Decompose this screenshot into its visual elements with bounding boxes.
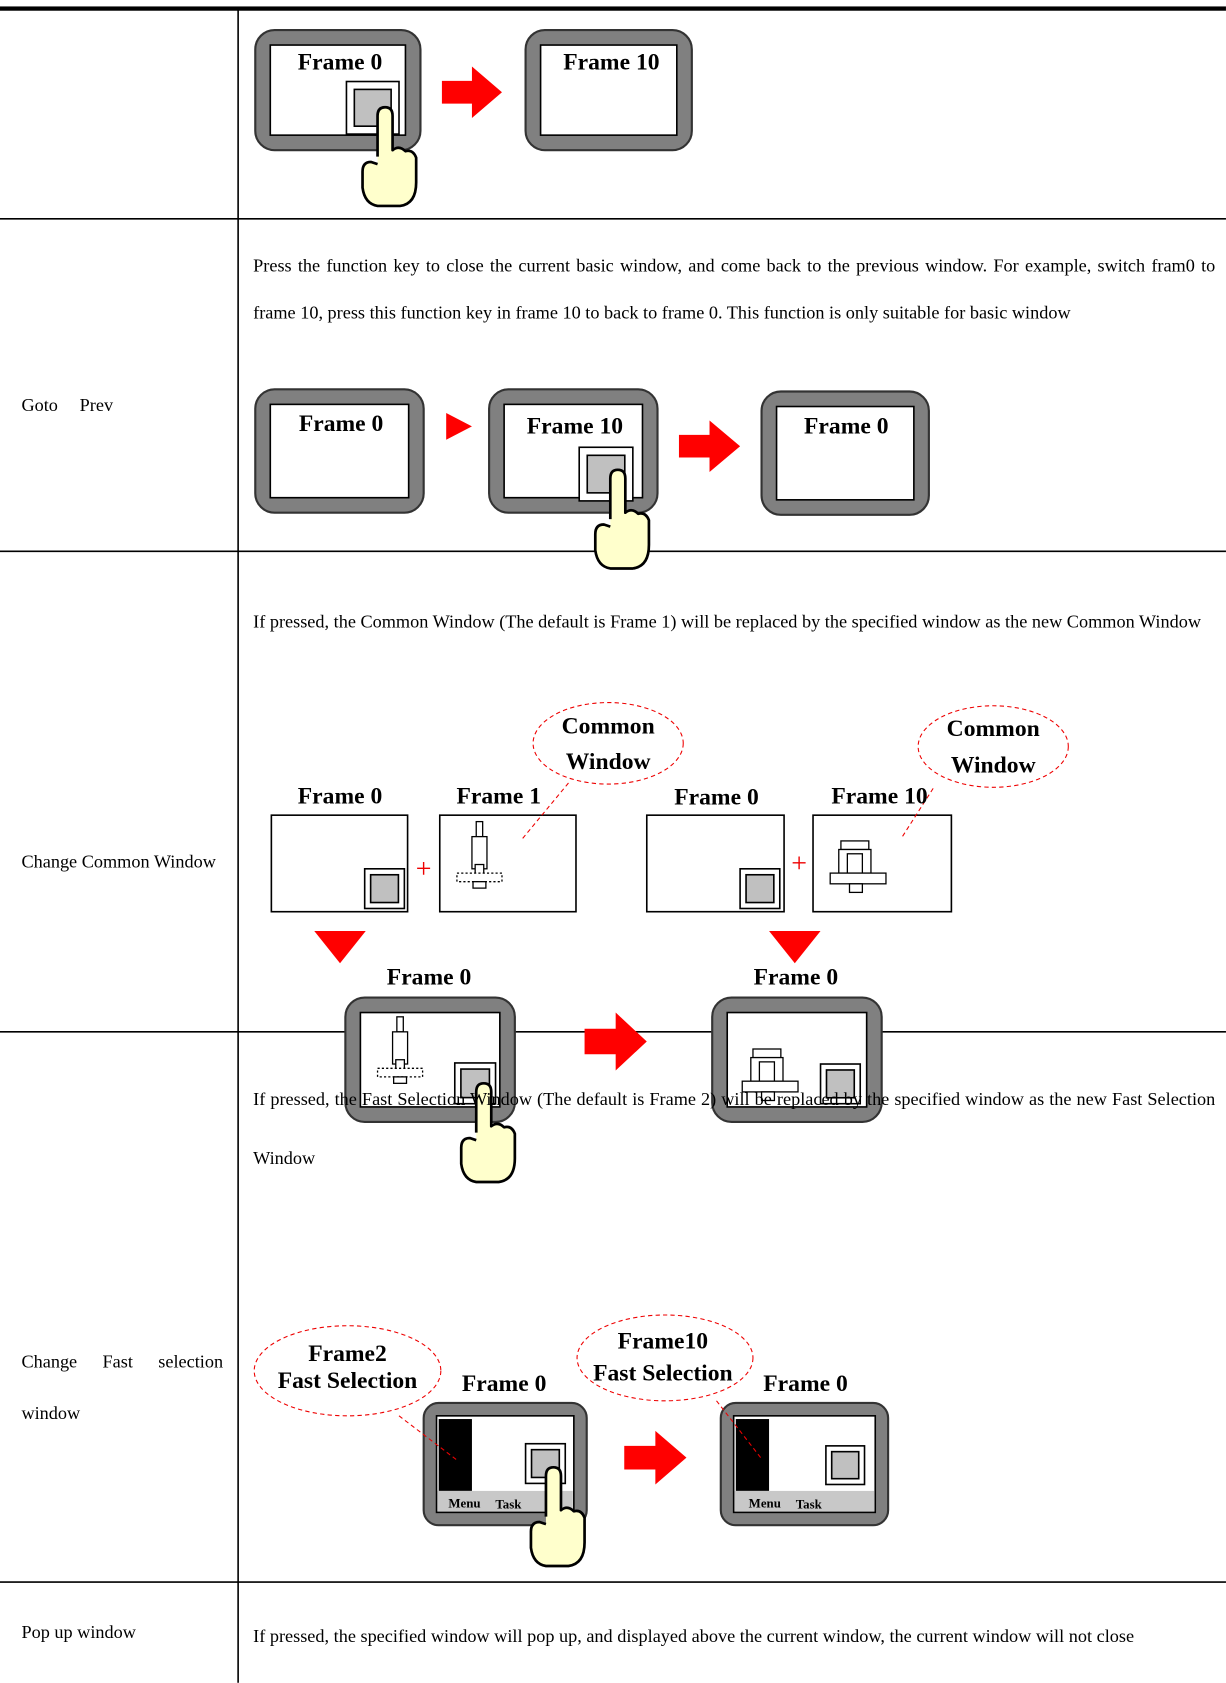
robot-part — [456, 872, 503, 883]
arrow — [441, 66, 502, 118]
callout-line — [398, 1415, 459, 1462]
robot-part — [829, 872, 887, 885]
diagram-label: Frame 0 — [753, 963, 839, 991]
fast-selection-bar — [438, 1419, 472, 1491]
diagram-label: Frame 0 — [297, 781, 383, 809]
arrow — [624, 1430, 687, 1485]
triangle — [314, 931, 366, 964]
diagram-label: Frame2 — [308, 1339, 387, 1367]
hand — [529, 1465, 586, 1568]
callout-line — [716, 1400, 762, 1460]
robot-part — [848, 883, 864, 894]
diagram-label: Fast Selection — [593, 1358, 733, 1386]
task-bar — [734, 1490, 875, 1512]
diagram-label: + — [415, 852, 432, 884]
row-label: Pop up window — [21, 1621, 136, 1643]
description: Press the function key to close the curr… — [253, 255, 1216, 323]
diagram-label: Frame 10 — [526, 411, 624, 439]
hand — [459, 1081, 517, 1184]
diagram-label: Task — [795, 1496, 822, 1512]
diagram-label: Window — [950, 750, 1036, 778]
small-frame — [438, 814, 577, 913]
diagram-label: Window — [565, 747, 651, 775]
robot-part — [472, 881, 487, 889]
callout-line — [521, 782, 569, 840]
robot-part — [840, 840, 870, 851]
robot-part — [760, 1091, 776, 1102]
callout-line — [900, 788, 934, 840]
robot-icon — [376, 1016, 424, 1084]
hand — [361, 105, 418, 208]
small-frame — [812, 814, 953, 913]
frame-screen — [269, 403, 410, 499]
frame-screen — [539, 44, 678, 136]
button-face — [830, 1450, 860, 1480]
diagram-label: Frame 0 — [298, 409, 384, 437]
arrow — [584, 1012, 647, 1071]
description: If pressed, the Fast Selection Window (T… — [253, 1088, 1216, 1169]
diagram-label: Frame 0 — [386, 963, 472, 991]
diagram-label: Task — [495, 1496, 522, 1512]
diagram-label: Frame 0 — [297, 48, 383, 76]
robot-icon — [741, 1048, 799, 1102]
diagram-label: Frame 0 — [461, 1369, 547, 1397]
robot-icon — [456, 820, 503, 889]
callout — [532, 702, 684, 785]
button-face — [745, 873, 775, 904]
diagram-label: Frame 1 — [456, 781, 542, 809]
diagram-label: Frame 0 — [763, 1369, 848, 1397]
diagram-label: Frame10 — [617, 1326, 709, 1354]
robot-part — [393, 1076, 408, 1084]
button-face — [369, 873, 400, 904]
description: If pressed, the Common Window (The defau… — [253, 611, 1201, 632]
frame-screen — [775, 405, 915, 501]
robot-part — [396, 1016, 404, 1033]
diagram-label: Common — [561, 712, 655, 740]
callout — [917, 705, 1069, 788]
diagram-label: Fast Selection — [277, 1366, 418, 1394]
diagram-label: Common — [946, 714, 1040, 742]
diagram-label: + — [791, 847, 807, 879]
robot-part — [846, 853, 864, 874]
robot-part — [475, 820, 484, 838]
diagram-label: Frame 0 — [674, 782, 759, 810]
row-label: Goto Prev — [21, 394, 114, 416]
fast-selection-bar — [735, 1419, 770, 1491]
robot-part — [376, 1067, 424, 1078]
row-label: Change Fast selection window — [21, 1351, 224, 1424]
robot-part — [752, 1048, 782, 1059]
table-top-border — [0, 6, 1226, 11]
diagram-label: Menu — [448, 1495, 481, 1511]
row-label: Change Common Window — [21, 851, 216, 873]
button-face — [825, 1069, 856, 1099]
callout — [576, 1314, 754, 1402]
arrow — [678, 420, 741, 472]
diagram-label: Frame 10 — [563, 48, 660, 76]
diagram-label: Frame 10 — [831, 781, 928, 809]
callout — [253, 1325, 442, 1417]
diagram-label: Frame 0 — [804, 411, 889, 439]
triangle — [446, 412, 472, 440]
triangle — [769, 931, 821, 964]
description: If pressed, the specified window will po… — [253, 1626, 1135, 1647]
robot-icon — [829, 840, 887, 894]
task-bar — [437, 1490, 573, 1512]
diagram-label: Menu — [748, 1495, 781, 1511]
hand — [593, 468, 651, 570]
